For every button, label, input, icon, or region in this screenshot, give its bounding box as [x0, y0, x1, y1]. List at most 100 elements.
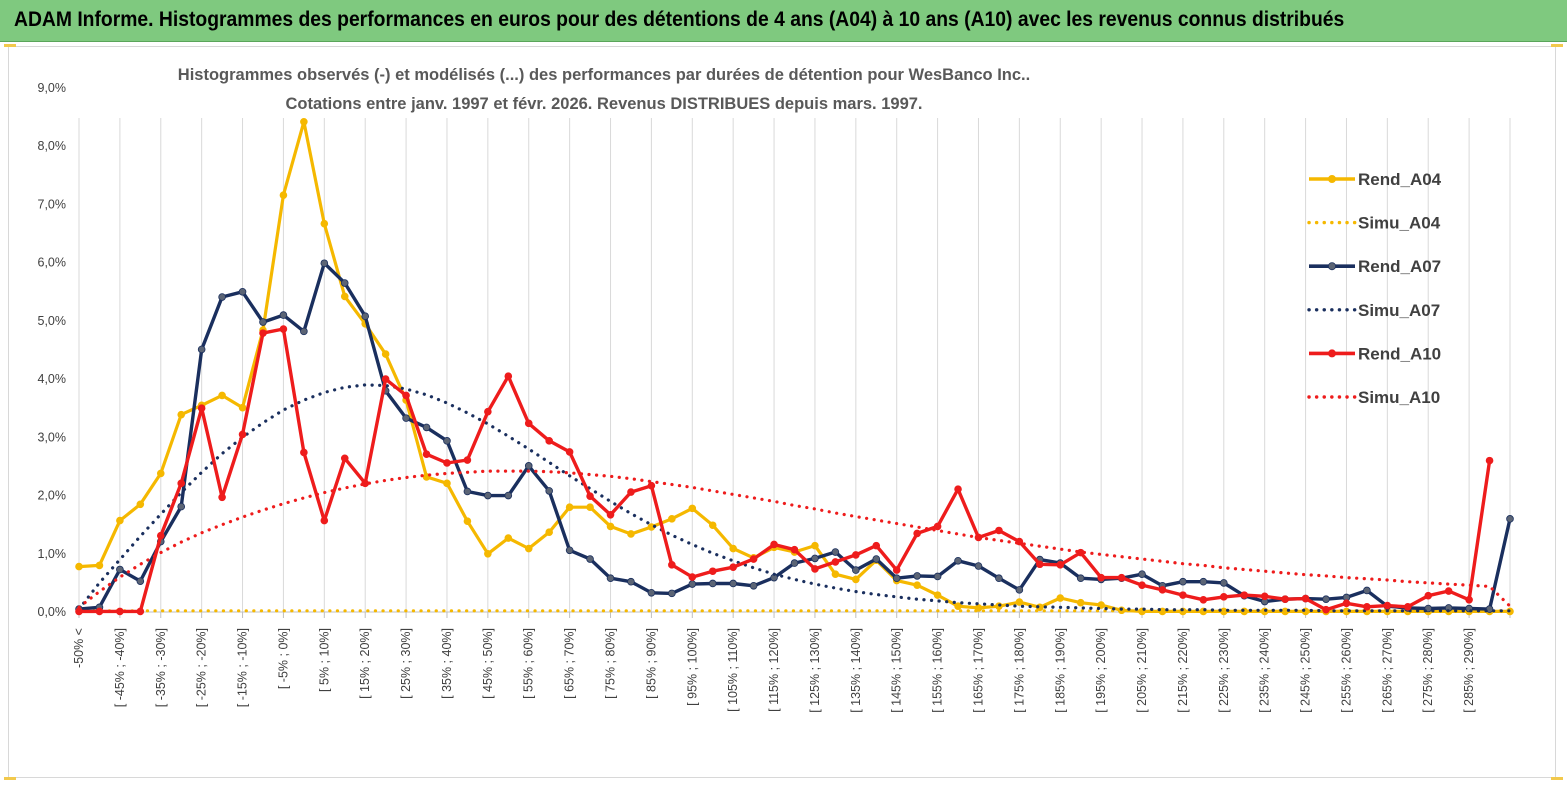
- data-point-rend-a07: [790, 559, 799, 567]
- x-tick-label: [ -25% ; -20%]: [195, 628, 209, 707]
- data-point-rend-a07: [749, 581, 758, 590]
- data-point-rend-a10: [688, 573, 697, 581]
- series-line-simu-a07: [77, 383, 1512, 613]
- data-point-rend-a10: [586, 492, 594, 500]
- x-tick-label: [ 265% ; 270%]: [1380, 628, 1394, 713]
- frame-corner-top-right: [1551, 44, 1563, 47]
- data-point-rend-a10: [1097, 573, 1105, 582]
- y-tick-label: 9,0%: [38, 81, 67, 95]
- data-point-rend-a07: [954, 556, 962, 565]
- data-point-rend-a10: [238, 430, 247, 439]
- x-tick-label: [ 115% ; 120%]: [767, 628, 781, 712]
- data-series: [75, 117, 1514, 616]
- series-line-simu-a10: [77, 469, 1512, 609]
- data-point-rend-a07: [1322, 595, 1330, 603]
- data-point-rend-a07: [300, 327, 308, 336]
- data-point-rend-a10: [1485, 456, 1494, 465]
- x-tick-label: [ 95% ; 100%]: [685, 628, 699, 706]
- data-point-rend-a10: [545, 437, 553, 445]
- data-point-rend-a10: [954, 485, 962, 493]
- data-point-rend-a07: [361, 312, 370, 321]
- y-tick-label: 2,0%: [38, 489, 67, 503]
- data-point-rend-a10: [1444, 587, 1453, 595]
- legend: Rend_A04 Simu_A04 Rend_A07 Simu_A07 Rend_A10…: [1307, 170, 1442, 407]
- data-point-rend-a10: [1363, 602, 1371, 611]
- data-point-rend-a04: [627, 530, 635, 538]
- legend-label-simu-a07: Simu_A07: [1358, 301, 1440, 320]
- report-banner-title: ADAM Informe. Histogrammes des performan…: [14, 8, 1345, 31]
- data-point-rend-a04: [95, 561, 104, 570]
- data-point-rend-a10: [1179, 591, 1187, 599]
- legend-label-simu-a10: Simu_A10: [1358, 388, 1440, 407]
- data-point-rend-a10: [1322, 605, 1330, 614]
- data-point-rend-a07: [1015, 586, 1024, 594]
- data-point-rend-a07: [197, 345, 206, 354]
- data-point-rend-a07: [177, 502, 186, 511]
- data-point-rend-a04: [504, 534, 513, 542]
- data-point-rend-a04: [586, 503, 594, 512]
- data-point-rend-a10: [1240, 591, 1249, 599]
- data-point-rend-a10: [320, 516, 329, 525]
- frame-corner-bottom-right: [1551, 777, 1563, 780]
- data-point-rend-a10: [1220, 593, 1228, 601]
- data-point-rend-a07: [218, 293, 226, 301]
- y-tick-label: 7,0%: [38, 197, 67, 211]
- chart-frame: [8, 46, 1556, 778]
- data-point-rend-a10: [606, 510, 615, 519]
- x-tick-label: [ 125% ; 130%]: [808, 628, 822, 713]
- data-point-rend-a10: [892, 566, 901, 574]
- x-tick-label: [ 75% ; 80%]: [604, 628, 618, 699]
- data-point-rend-a07: [116, 565, 124, 574]
- data-point-rend-a07: [463, 487, 472, 496]
- y-tick-label: 3,0%: [38, 430, 67, 444]
- x-tick-label: [ 155% ; 160%]: [931, 628, 945, 713]
- x-tick-label: [ 215% ; 220%]: [1176, 628, 1190, 713]
- data-point-rend-a04: [1097, 601, 1105, 609]
- data-point-rend-a04: [1076, 598, 1085, 607]
- data-point-rend-a07: [422, 423, 431, 432]
- x-tick-label: [ 245% ; 250%]: [1299, 628, 1313, 713]
- x-tick-label: [ 145% ; 150%]: [890, 628, 904, 713]
- data-point-rend-a04: [688, 504, 697, 513]
- x-tick-label: [ -15% ; -10%]: [236, 628, 250, 707]
- data-point-rend-a07: [443, 437, 451, 445]
- x-tick-label: [ 255% ; 260%]: [1339, 628, 1353, 713]
- data-point-rend-a10: [95, 607, 104, 616]
- x-tick-label: [ 35% ; 40%]: [440, 628, 454, 699]
- x-tick-label: [ 105% ; 110%]: [726, 628, 740, 712]
- data-point-rend-a04: [238, 403, 247, 412]
- data-point-rend-a07: [586, 555, 594, 563]
- x-tick-label: [ 85% ; 90%]: [644, 628, 658, 699]
- series-line-rend-a07: [78, 261, 1512, 611]
- data-point-rend-a10: [75, 607, 83, 616]
- data-point-rend-a07: [565, 546, 574, 555]
- data-point-rend-a10: [627, 488, 635, 496]
- x-tick-label: [ -5% ; 0%]: [276, 628, 290, 689]
- x-tick-label: [ 165% ; 170%]: [971, 628, 985, 713]
- data-point-rend-a10: [1281, 595, 1289, 603]
- data-point-rend-a10: [647, 481, 656, 490]
- data-point-rend-a04: [913, 581, 921, 590]
- data-point-rend-a04: [729, 544, 737, 553]
- x-tick-label: [ 65% ; 70%]: [563, 628, 577, 699]
- data-point-rend-a07: [913, 572, 921, 580]
- data-point-rend-a07: [974, 562, 983, 570]
- data-point-rend-a10: [913, 529, 921, 538]
- data-point-rend-a07: [668, 589, 676, 598]
- data-point-rend-a10: [116, 607, 124, 616]
- data-point-rend-a10: [1342, 599, 1351, 608]
- chart-title: Histogrammes observés (-) et modélisés (…: [178, 66, 1030, 84]
- legend-marker-rend-a04: [1328, 174, 1337, 183]
- y-tick-label: 6,0%: [38, 256, 67, 270]
- y-tick-label: 8,0%: [38, 139, 67, 153]
- series-line-rend-a10: [79, 327, 1492, 614]
- data-point-rend-a07: [811, 554, 819, 563]
- x-tick-label: [ 225% ; 230%]: [1217, 628, 1231, 713]
- legend-label-rend-a04: Rend_A04: [1358, 170, 1442, 189]
- data-point-rend-a10: [279, 325, 288, 333]
- data-point-rend-a10: [933, 522, 942, 531]
- data-point-rend-a04: [484, 549, 492, 558]
- legend-marker-rend-a10: [1328, 349, 1337, 358]
- data-point-rend-a10: [402, 391, 410, 400]
- data-point-rend-a07: [279, 311, 288, 319]
